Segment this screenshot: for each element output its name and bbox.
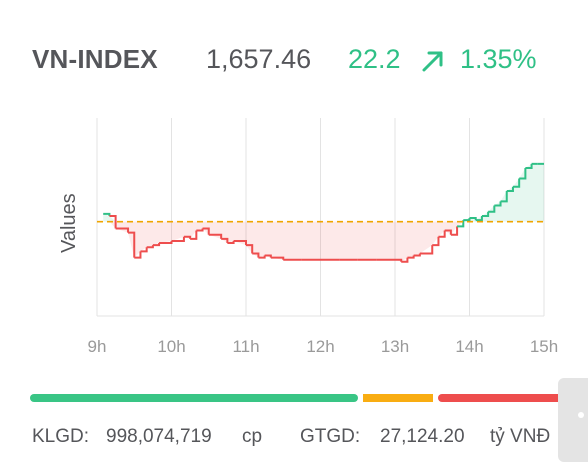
price-line-segment <box>208 233 223 239</box>
price-line-segment <box>128 231 136 258</box>
price-line-segment <box>457 220 465 228</box>
price-line-segment <box>450 226 459 236</box>
price-line-segment <box>227 240 235 245</box>
price-line-segment <box>500 190 508 203</box>
price-line-segment <box>202 227 210 235</box>
price-line-segment <box>134 251 142 259</box>
market-breadth-bar <box>30 394 564 402</box>
arrow-up-right-icon <box>422 51 443 72</box>
price-line-segment <box>221 237 229 244</box>
price-line-segment <box>432 236 440 247</box>
x-tick-label: 15h <box>530 337 558 356</box>
index-name[interactable]: VN-INDEX <box>32 44 158 74</box>
area-below-reference <box>103 221 544 262</box>
declining-segment <box>438 394 564 402</box>
price-line-segment <box>109 214 117 229</box>
price-line-segment <box>469 217 477 221</box>
index-change-percent: 1.35% <box>460 44 537 74</box>
toggle-dot-icon <box>578 412 584 418</box>
price-line-segment <box>252 252 260 258</box>
price-line-segment <box>401 257 409 263</box>
price-line-segment <box>475 215 483 222</box>
price-line-segment <box>233 239 247 246</box>
price-line-segment <box>171 236 185 242</box>
x-tick-label: 11h <box>232 337 259 356</box>
index-value: 1,657.46 <box>206 44 312 74</box>
price-line-segment <box>140 247 148 253</box>
price-line-segment <box>190 230 198 240</box>
price-line-segment <box>525 163 533 170</box>
x-tick-label: 9h <box>88 337 107 356</box>
price-line-segment <box>395 258 403 262</box>
volume-unit: cp <box>242 426 263 447</box>
side-panel-toggle[interactable] <box>558 378 588 462</box>
unchanged-segment <box>363 394 433 402</box>
index-change: 22.2 <box>348 44 401 74</box>
advancing-segment <box>30 394 358 402</box>
price-line-segment <box>519 168 527 180</box>
chart-svg: 9h 10h 11h 12h 13h 14h 15h <box>88 118 558 356</box>
price-line-segment <box>506 186 514 192</box>
price-line-segment <box>488 205 496 213</box>
price-line-segment <box>512 178 521 188</box>
volume-label: KLGD: <box>32 426 90 447</box>
x-tick-label: 10h <box>157 337 185 356</box>
price-line-segment <box>481 211 490 217</box>
price-line-segment <box>419 245 434 255</box>
index-header: VN-INDEX 1,657.46 22.2 1.35% <box>32 44 572 80</box>
x-tick-label: 13h <box>381 337 409 356</box>
y-axis-label: Values <box>58 193 80 253</box>
price-line-segment <box>463 218 471 222</box>
x-tick-label: 12h <box>306 337 334 356</box>
intraday-chart[interactable]: 9h 10h 11h 12h 13h 14h 15h <box>0 0 588 370</box>
turnover-label: GTGD: <box>300 426 361 447</box>
price-line-segment <box>444 229 452 235</box>
price-line-segment <box>264 254 272 258</box>
price-line-segment <box>494 201 502 207</box>
price-line-segment <box>413 253 421 257</box>
price-line-segment <box>115 227 130 233</box>
price-line-segment <box>246 244 254 254</box>
price-line-segment <box>152 243 161 247</box>
turnover-value: 27,124.20 <box>380 426 465 447</box>
price-line-segment <box>438 230 446 238</box>
x-tick-label: 14h <box>455 337 483 356</box>
volume-value: 998,074,719 <box>106 426 212 447</box>
area-above-reference <box>103 163 544 222</box>
turnover-unit: tỷ VNĐ <box>490 426 551 447</box>
